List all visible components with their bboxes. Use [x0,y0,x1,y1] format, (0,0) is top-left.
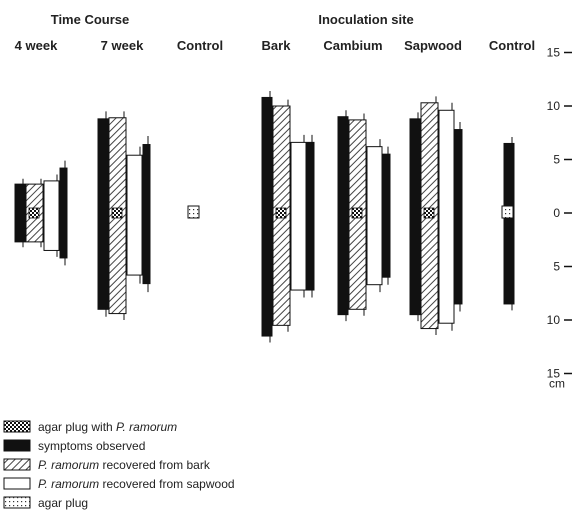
bar-solid-0-0 [14,183,26,243]
inoculum-plug-marker-1 [111,207,123,219]
bars-layer [14,91,515,343]
y-tick-label-0: 15 [547,46,561,60]
category-label-5: Sapwood [404,38,462,53]
y-tick-label-6: 15 [547,367,561,381]
agar-plug-marker-2 [187,205,200,219]
group-title-inoculation-site: Inoculation site [318,12,413,27]
legend-swatch-hatched [3,458,31,471]
legend-swatch-solid [3,439,31,452]
bar-solid-3-3 [306,141,315,291]
inoculum-plug-marker-0 [28,207,40,219]
y-tick-label-2: 5 [553,153,560,167]
bar-open-3-2 [290,141,307,291]
y-tick-label-1: 10 [547,99,561,113]
y-tick-label-5: 10 [547,313,561,327]
category-label-4: Cambium [323,38,382,53]
inoculum-plug-marker-3 [275,207,287,219]
category-label-6: Control [489,38,535,53]
legend-swatch-checker [3,420,31,433]
category-labels: 4 week 7 week Control Bark Cambium Sapwood Con… [15,38,535,53]
y-axis-unit: cm [549,377,565,391]
legend-swatch-open [3,477,31,490]
bar-open-5-2 [438,109,455,324]
bar-solid-1-0 [97,118,109,310]
bar-solid-4-0 [337,116,349,316]
bar-solid-0-3 [59,167,68,259]
bar-solid-3-0 [261,96,273,337]
legend-swatch-plug [3,496,31,509]
legend: agar plug with P. ramorum symptoms observ… [3,420,235,510]
bar-solid-5-0 [409,118,421,316]
bar-solid-5-3 [454,129,463,305]
bar-open-4-2 [366,146,383,286]
category-label-1: 7 week [101,38,144,53]
legend-label-0: agar plug with P. ramorum [38,420,177,434]
bar-solid-1-3 [142,144,151,285]
category-label-0: 4 week [15,38,58,53]
bar-open-1-2 [126,154,143,276]
legend-label-3: P. ramorum recovered from sapwood [38,477,235,491]
bar-open-0-2 [43,180,60,251]
inoculum-plug-marker-5 [423,207,435,219]
legend-label-2: P. ramorum recovered from bark [38,458,211,472]
legend-label-4: agar plug [38,496,88,510]
group-title-time-course: Time Course [51,12,130,27]
bar-solid-6-0 [503,142,515,305]
legend-label-1: symptoms observed [38,439,145,453]
bar-solid-4-3 [382,153,391,278]
category-label-2: Control [177,38,223,53]
y-tick-label-3: 0 [553,206,560,220]
y-tick-label-4: 5 [553,260,560,274]
category-label-3: Bark [262,38,292,53]
inoculum-plug-marker-4 [351,207,363,219]
agar-plug-marker-6 [501,205,514,219]
